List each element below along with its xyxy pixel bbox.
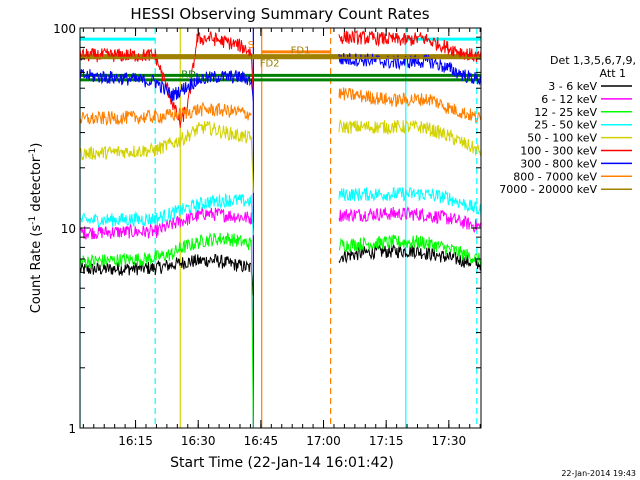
x-tick-label: 16:15 <box>118 434 153 448</box>
x-tick-label: 16:30 <box>181 434 216 448</box>
flag-label: FD1 <box>291 46 311 57</box>
legend-entry-label: 100 - 300 keV <box>520 145 597 158</box>
series-line <box>80 206 481 240</box>
footer-timestamp: 22-Jan-2014 19:43 <box>561 469 636 478</box>
y-tick-label: 100 <box>53 22 76 36</box>
series-line <box>80 118 481 193</box>
x-axis-label: Start Time (22-Jan-14 16:01:42) <box>170 455 394 471</box>
legend-entry-label: 12 - 25 keV <box>534 106 597 119</box>
series-line <box>80 232 481 428</box>
x-axis: 16:15 16:30 16:45 17:00 17:15 17:30 <box>82 28 481 448</box>
flag-label: RD <box>181 69 196 80</box>
legend-header-line1: Det 1,3,5,6,7,9, <box>550 54 636 67</box>
legend-entry-label: 50 - 100 keV <box>527 132 597 145</box>
x-tick-label: 16:45 <box>244 434 279 448</box>
legend-entry-label: 300 - 800 keV <box>520 157 597 170</box>
flag-label: S <box>248 40 254 51</box>
flag-label: FD2 <box>260 59 280 70</box>
x-tick-label: 17:15 <box>369 434 404 448</box>
y-axis: 1 10 100 <box>53 22 481 436</box>
y-tick-label: 10 <box>61 222 76 236</box>
series-line <box>80 244 481 296</box>
series-line <box>80 87 481 127</box>
chart-title: HESSI Observing Summary Count Rates <box>130 5 429 23</box>
legend-entry-label: 3 - 6 keV <box>548 80 597 93</box>
y-tick-label: 1 <box>68 422 76 436</box>
legend-entry-label: 6 - 12 keV <box>541 93 597 106</box>
legend-entry-label: 25 - 50 keV <box>534 119 597 132</box>
series-line <box>80 186 481 236</box>
y-axis-label: Count Rate (s-1 detector-1) <box>28 143 44 314</box>
legend-entry-label: 7000 - 20000 keV <box>499 183 597 196</box>
x-tick-label: 17:30 <box>432 434 467 448</box>
series-line <box>80 29 481 128</box>
plot-area: S FD2 FD1 RD <box>80 28 481 428</box>
legend-header-line2: Att 1 <box>600 67 626 80</box>
series-line <box>80 52 481 102</box>
legend-entry-label: 800 - 7000 keV <box>513 170 597 183</box>
x-tick-label: 17:00 <box>306 434 341 448</box>
plot-frame <box>79 27 482 429</box>
